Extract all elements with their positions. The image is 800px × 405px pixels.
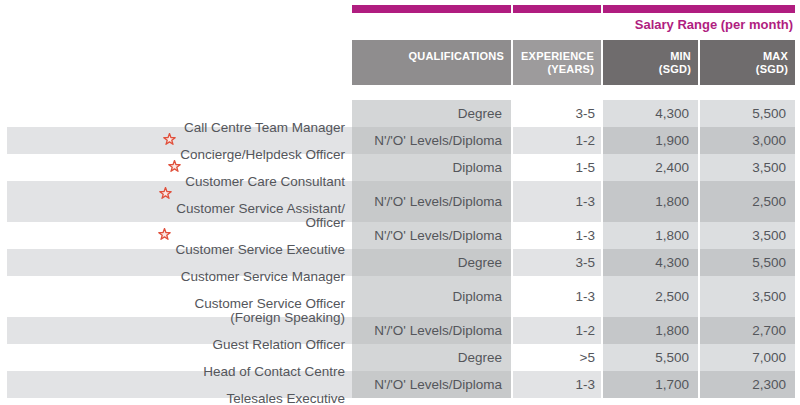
min-salary-value: 5,500 bbox=[603, 344, 698, 371]
max-salary-value: 7,000 bbox=[700, 344, 795, 371]
left-margin bbox=[0, 100, 7, 127]
experience-value: 1-3 bbox=[513, 276, 601, 317]
featured-star-icon bbox=[159, 173, 172, 186]
min-salary-value: 1,800 bbox=[603, 317, 698, 344]
qualification-value: Degree bbox=[352, 100, 511, 127]
qualification-value: N'/'O' Levels/Diploma bbox=[352, 222, 511, 249]
left-margin bbox=[0, 276, 7, 317]
job-title-header-spacer bbox=[7, 40, 352, 85]
left-margin bbox=[0, 154, 7, 181]
accent-bar-segment bbox=[513, 5, 601, 13]
min-salary-value: 1,700 bbox=[603, 371, 698, 398]
accent-bar-segment bbox=[352, 5, 511, 13]
max-salary-value: 2,300 bbox=[700, 371, 795, 398]
left-margin bbox=[0, 181, 7, 222]
experience-value: 1-5 bbox=[513, 154, 601, 181]
job-title-cell: Telesales Executive bbox=[7, 371, 352, 398]
salary-range-accent-bar bbox=[352, 5, 795, 13]
experience-value: 1-3 bbox=[513, 371, 601, 398]
left-margin bbox=[0, 40, 7, 85]
left-margin bbox=[0, 222, 7, 249]
accent-bar-segment bbox=[603, 5, 795, 13]
qualification-value: N'/'O' Levels/Diploma bbox=[352, 181, 511, 222]
qualification-value: Diploma bbox=[352, 276, 511, 317]
min-salary-value: 1,900 bbox=[603, 127, 698, 154]
table-row: Customer Service Officer (Foreign Speaki… bbox=[0, 276, 800, 317]
experience-column-header: EXPERIENCE (YEARS) bbox=[513, 40, 601, 85]
table-row: Customer Service Executive N'/'O' Levels… bbox=[0, 222, 800, 249]
experience-value: 1-2 bbox=[513, 127, 601, 154]
left-margin bbox=[0, 344, 7, 371]
left-margin bbox=[0, 317, 7, 344]
max-salary-value: 3,500 bbox=[700, 276, 795, 317]
min-salary-value: 4,300 bbox=[603, 249, 698, 276]
featured-star-icon bbox=[163, 119, 176, 132]
qualification-value: Diploma bbox=[352, 154, 511, 181]
max-salary-value: 5,500 bbox=[700, 100, 795, 127]
experience-value: 1-2 bbox=[513, 317, 601, 344]
table-row: Customer Service Manager Degree 3-5 4,30… bbox=[0, 249, 800, 276]
table-row: Head of Contact Centre Degree >5 5,500 7… bbox=[0, 344, 800, 371]
table-row: Guest Relation Officer N'/'O' Levels/Dip… bbox=[0, 317, 800, 344]
min-salary-value: 4,300 bbox=[603, 100, 698, 127]
table-row: Call Centre Team Manager Degree 3-5 4,30… bbox=[0, 100, 800, 127]
table-row: Customer Service Assistant/ Officer N'/'… bbox=[0, 181, 800, 222]
job-title: Telesales Executive bbox=[226, 391, 345, 405]
max-salary-value: 3,500 bbox=[700, 222, 795, 249]
max-salary-column-header: MAX (SGD) bbox=[700, 40, 795, 85]
qualification-value: Degree bbox=[352, 344, 511, 371]
min-salary-value: 1,800 bbox=[603, 181, 698, 222]
qualification-value: Degree bbox=[352, 249, 511, 276]
left-margin bbox=[0, 371, 7, 398]
min-salary-value: 1,800 bbox=[603, 222, 698, 249]
max-salary-value: 2,500 bbox=[700, 181, 795, 222]
salary-table-page: Salary Range (per month) QUALIFICATIONS … bbox=[0, 0, 800, 405]
experience-value: 3-5 bbox=[513, 249, 601, 276]
qualification-value: N'/'O' Levels/Diploma bbox=[352, 127, 511, 154]
experience-value: 1-3 bbox=[513, 222, 601, 249]
featured-star-icon bbox=[158, 214, 171, 227]
salary-range-heading: Salary Range (per month) bbox=[352, 15, 793, 35]
experience-value: >5 bbox=[513, 344, 601, 371]
min-salary-value: 2,400 bbox=[603, 154, 698, 181]
table-row: Customer Care Consultant Diploma 1-5 2,4… bbox=[0, 154, 800, 181]
max-salary-value: 5,500 bbox=[700, 249, 795, 276]
qualification-value: N'/'O' Levels/Diploma bbox=[352, 371, 511, 398]
max-salary-value: 3,500 bbox=[700, 154, 795, 181]
qualifications-column-header: QUALIFICATIONS bbox=[352, 40, 511, 85]
table-header-row: QUALIFICATIONS EXPERIENCE (YEARS) MIN (S… bbox=[0, 40, 800, 85]
max-salary-value: 2,700 bbox=[700, 317, 795, 344]
featured-star-icon bbox=[168, 146, 181, 159]
table-row: Telesales Executive N'/'O' Levels/Diplom… bbox=[0, 371, 800, 398]
experience-value: 1-3 bbox=[513, 181, 601, 222]
min-salary-value: 2,500 bbox=[603, 276, 698, 317]
table-row: Concierge/Helpdesk Officer N'/'O' Levels… bbox=[0, 127, 800, 154]
table-body: Call Centre Team Manager Degree 3-5 4,30… bbox=[0, 100, 800, 398]
min-salary-column-header: MIN (SGD) bbox=[603, 40, 698, 85]
experience-value: 3-5 bbox=[513, 100, 601, 127]
left-margin bbox=[0, 127, 7, 154]
max-salary-value: 3,000 bbox=[700, 127, 795, 154]
qualification-value: N'/'O' Levels/Diploma bbox=[352, 317, 511, 344]
left-margin bbox=[0, 249, 7, 276]
